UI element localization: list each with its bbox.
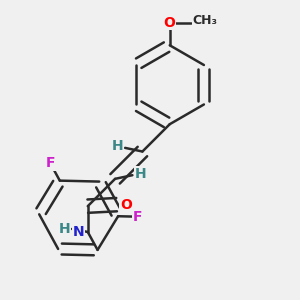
Text: H: H — [58, 222, 70, 236]
Text: F: F — [46, 156, 55, 170]
Text: H: H — [134, 167, 146, 181]
Text: O: O — [120, 198, 132, 212]
Text: N: N — [73, 225, 85, 239]
Text: F: F — [133, 210, 142, 224]
Text: CH₃: CH₃ — [192, 14, 217, 28]
Text: H: H — [111, 140, 123, 153]
Text: O: O — [163, 16, 175, 29]
